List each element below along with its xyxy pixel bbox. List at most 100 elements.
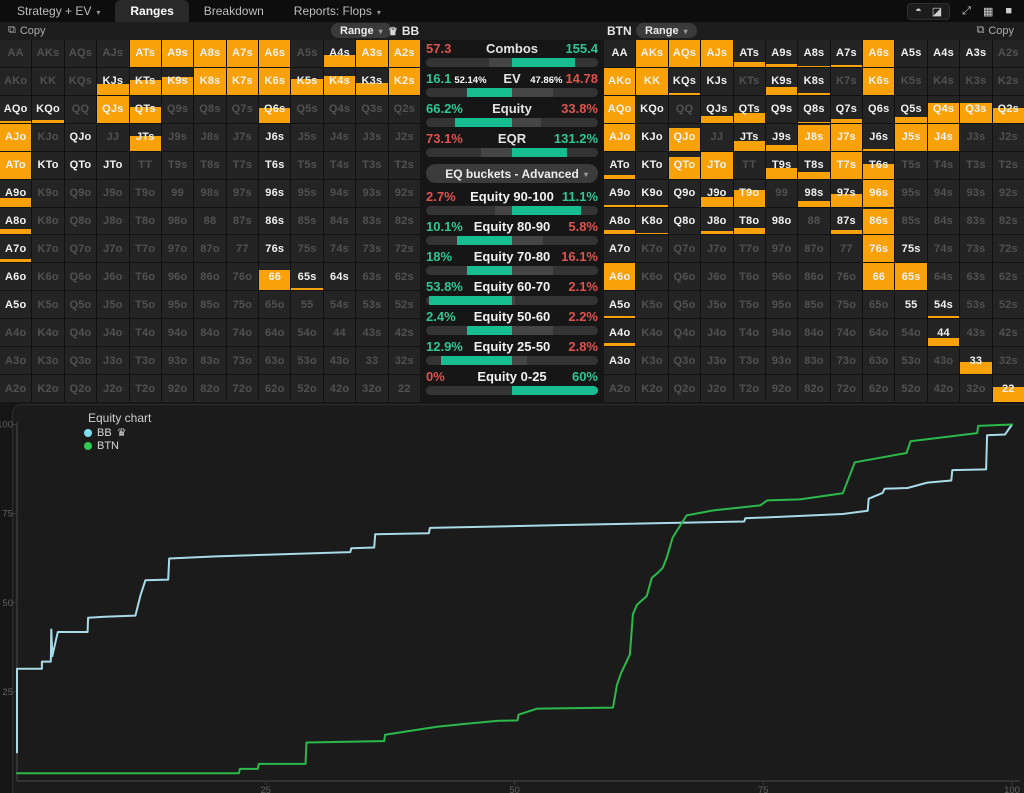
hand-cell-42s[interactable]: 42s	[992, 319, 1024, 347]
hand-cell-63o[interactable]: 63o	[259, 347, 291, 375]
hand-cell-AKo[interactable]: AKo	[0, 67, 32, 95]
hand-cell-Q6s[interactable]: Q6s	[863, 95, 895, 123]
hand-cell-J9o[interactable]: J9o	[701, 179, 733, 207]
hand-cell-95o[interactable]: 95o	[161, 291, 194, 319]
hand-cell-A5s[interactable]: A5s	[291, 40, 323, 67]
hand-cell-82o[interactable]: 82o	[798, 375, 830, 402]
hand-cell-Q4s[interactable]: Q4s	[323, 95, 356, 123]
hand-cell-T6s[interactable]: T6s	[863, 151, 895, 179]
hand-cell-K7s[interactable]: K7s	[830, 67, 863, 95]
tab-strategy-ev[interactable]: Strategy + EV ▾	[2, 0, 115, 22]
hand-cell-76s[interactable]: 76s	[863, 235, 895, 263]
hand-cell-88[interactable]: 88	[194, 207, 226, 235]
hand-cell-ATo[interactable]: ATo	[604, 151, 636, 179]
hand-cell-A2o[interactable]: A2o	[0, 375, 32, 402]
hand-cell-A4o[interactable]: A4o	[604, 319, 636, 347]
hand-cell-64o[interactable]: 64o	[259, 319, 291, 347]
hand-cell-KJs[interactable]: KJs	[701, 67, 733, 95]
hand-cell-54s[interactable]: 54s	[927, 291, 960, 319]
hand-cell-82s[interactable]: 82s	[992, 207, 1024, 235]
hand-cell-QJo[interactable]: QJo	[64, 123, 97, 151]
hand-cell-K6s[interactable]: K6s	[259, 67, 291, 95]
hand-cell-K6s[interactable]: K6s	[863, 67, 895, 95]
hand-cell-A6o[interactable]: A6o	[604, 263, 636, 291]
hand-cell-75o[interactable]: 75o	[226, 291, 259, 319]
hand-cell-87s[interactable]: 87s	[830, 207, 863, 235]
hand-cell-KTs[interactable]: KTs	[733, 67, 765, 95]
hand-cell-QTs[interactable]: QTs	[129, 95, 161, 123]
hand-cell-AJs[interactable]: AJs	[97, 40, 129, 67]
hand-cell-97s[interactable]: 97s	[830, 179, 863, 207]
hand-cell-73o[interactable]: 73o	[830, 347, 863, 375]
hand-cell-T8s[interactable]: T8s	[194, 151, 226, 179]
tab-ranges[interactable]: Ranges	[115, 0, 189, 22]
hand-cell-92s[interactable]: 92s	[388, 179, 420, 207]
hand-cell-K2s[interactable]: K2s	[992, 67, 1024, 95]
hand-cell-93s[interactable]: 93s	[356, 179, 388, 207]
hand-cell-Q5o[interactable]: Q5o	[668, 291, 701, 319]
hand-cell-99[interactable]: 99	[161, 179, 194, 207]
hand-cell-96s[interactable]: 96s	[259, 179, 291, 207]
hand-cell-A7o[interactable]: A7o	[0, 235, 32, 263]
hand-cell-QJs[interactable]: QJs	[97, 95, 129, 123]
hand-cell-A9o[interactable]: A9o	[0, 179, 32, 207]
hand-cell-AKs[interactable]: AKs	[636, 40, 668, 67]
hand-cell-Q2o[interactable]: Q2o	[668, 375, 701, 402]
hand-cell-K9o[interactable]: K9o	[636, 179, 668, 207]
hand-cell-T7o[interactable]: T7o	[129, 235, 161, 263]
hand-cell-J7s[interactable]: J7s	[830, 123, 863, 151]
hand-cell-72o[interactable]: 72o	[226, 375, 259, 402]
hand-cell-94s[interactable]: 94s	[323, 179, 356, 207]
hand-cell-93o[interactable]: 93o	[161, 347, 194, 375]
hand-cell-JTo[interactable]: JTo	[97, 151, 129, 179]
hand-cell-K6o[interactable]: K6o	[636, 263, 668, 291]
hand-cell-T7s[interactable]: T7s	[226, 151, 259, 179]
hand-cell-76o[interactable]: 76o	[226, 263, 259, 291]
hand-cell-J8o[interactable]: J8o	[701, 207, 733, 235]
hand-cell-T9s[interactable]: T9s	[161, 151, 194, 179]
hand-cell-T3s[interactable]: T3s	[356, 151, 388, 179]
hand-cell-Q4s[interactable]: Q4s	[927, 95, 960, 123]
hand-cell-52s[interactable]: 52s	[992, 291, 1024, 319]
hand-cell-65s[interactable]: 65s	[291, 263, 323, 291]
hand-cell-Q6o[interactable]: Q6o	[668, 263, 701, 291]
hand-cell-88[interactable]: 88	[798, 207, 830, 235]
hand-cell-Q8s[interactable]: Q8s	[798, 95, 830, 123]
copy-left-button[interactable]: ⧉ Copy	[8, 24, 46, 37]
hand-cell-75o[interactable]: 75o	[830, 291, 863, 319]
hand-cell-Q7o[interactable]: Q7o	[668, 235, 701, 263]
hand-cell-A5s[interactable]: A5s	[895, 40, 927, 67]
hand-cell-QTo[interactable]: QTo	[668, 151, 701, 179]
hand-cell-85s[interactable]: 85s	[895, 207, 927, 235]
hand-cell-62s[interactable]: 62s	[992, 263, 1024, 291]
hand-cell-A2s[interactable]: A2s	[388, 40, 420, 67]
hand-cell-22[interactable]: 22	[992, 375, 1024, 402]
range-dropdown-bb[interactable]: Range ▾	[331, 23, 392, 38]
hand-cell-K8o[interactable]: K8o	[636, 207, 668, 235]
hand-cell-K8s[interactable]: K8s	[194, 67, 226, 95]
hand-cell-A2o[interactable]: A2o	[604, 375, 636, 402]
hand-cell-T3o[interactable]: T3o	[129, 347, 161, 375]
hand-cell-T2s[interactable]: T2s	[992, 151, 1024, 179]
hand-cell-K4s[interactable]: K4s	[927, 67, 960, 95]
hand-cell-A8o[interactable]: A8o	[604, 207, 636, 235]
hand-cell-97s[interactable]: 97s	[226, 179, 259, 207]
hand-cell-Q3o[interactable]: Q3o	[64, 347, 97, 375]
hand-cell-J9s[interactable]: J9s	[161, 123, 194, 151]
hand-cell-T4o[interactable]: T4o	[733, 319, 765, 347]
hand-cell-KQo[interactable]: KQo	[32, 95, 64, 123]
hand-cell-K2s[interactable]: K2s	[388, 67, 420, 95]
hand-cell-T9o[interactable]: T9o	[129, 179, 161, 207]
hand-cell-T5s[interactable]: T5s	[291, 151, 323, 179]
hand-cell-54s[interactable]: 54s	[323, 291, 356, 319]
hand-cell-63s[interactable]: 63s	[960, 263, 992, 291]
hand-cell-55[interactable]: 55	[895, 291, 927, 319]
hand-cell-83o[interactable]: 83o	[798, 347, 830, 375]
hand-cell-ATs[interactable]: ATs	[129, 40, 161, 67]
hand-cell-QJo[interactable]: QJo	[668, 123, 701, 151]
hand-cell-84s[interactable]: 84s	[927, 207, 960, 235]
hand-cell-Q8s[interactable]: Q8s	[194, 95, 226, 123]
hand-cell-J5s[interactable]: J5s	[291, 123, 323, 151]
hand-cell-53s[interactable]: 53s	[356, 291, 388, 319]
hand-cell-53o[interactable]: 53o	[291, 347, 323, 375]
